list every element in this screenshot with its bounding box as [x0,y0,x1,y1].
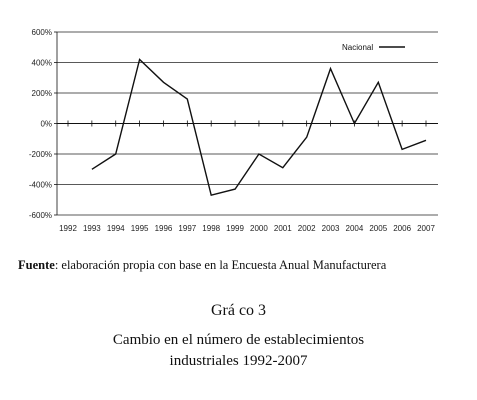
x-axis [57,120,438,127]
y-tick-label: -200% [29,150,52,159]
x-tick-label: 2007 [417,224,435,233]
x-tick-label: 1993 [83,224,101,233]
figure-caption-line-2: industriales 1992-2007 [169,353,308,369]
x-tick-label: 2004 [346,224,364,233]
y-tick-label: 600% [32,28,52,37]
figure-title: Grá co 3 [210,302,267,319]
x-axis-ticks: 1992 1993 1994 1995 1996 1997 1998 1999 2000 2001… [59,224,435,233]
series-lines [91,58,427,197]
x-tick-label: 2002 [298,224,316,233]
x-tick-label: 1994 [107,224,125,233]
x-tick-label: 2001 [274,224,292,233]
source-text: : elaboración propia con base en la Encu… [54,258,387,272]
y-tick-label: 0% [40,120,52,129]
y-tick-label: -400% [29,181,52,190]
x-tick-label: 1995 [131,224,149,233]
x-tick-label: 1998 [202,224,220,233]
source-label: Fuente [18,258,55,272]
figure-caption: Cambio en el número de establecimientos … [0,330,477,372]
y-axis-ticks: 600% 400% 200% 0% -200% -400% -600% [29,28,57,220]
y-tick-label: -600% [29,211,52,220]
legend: Nacional [342,43,405,52]
y-tick-label: 400% [32,59,52,68]
legend-label-nacional: Nacional [342,43,373,52]
source-note: Fuente: elaboración propia con base en l… [18,258,468,273]
x-tick-label: 1999 [226,224,244,233]
series-line-nacional [91,58,427,197]
y-tick-label: 200% [32,89,52,98]
figure-caption-line-1: Cambio en el número de establecimientos [112,332,365,348]
x-tick-label: 2005 [369,224,387,233]
x-tick-label: 1997 [178,224,196,233]
x-tick-label: 2000 [250,224,268,233]
line-chart: 600%400%200%0%-200%-400%-600% 1992 1993 19… [29,28,438,233]
x-tick-label: 2006 [393,224,411,233]
x-tick-label: 2003 [322,224,340,233]
x-tick-label: 1992 [59,224,77,233]
gridlines [56,31,438,216]
x-tick-label: 1996 [155,224,173,233]
